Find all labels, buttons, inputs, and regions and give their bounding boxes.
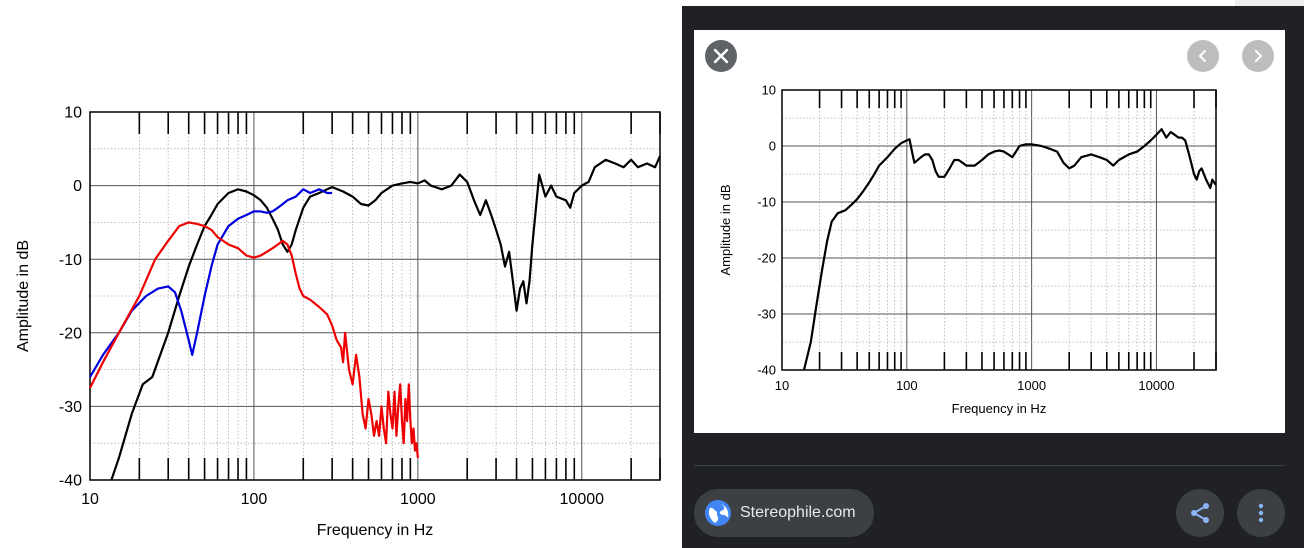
plot-frame (781, 89, 1217, 371)
close-button[interactable] (705, 40, 737, 72)
share-icon (1191, 503, 1209, 523)
y-axis-title: Amplitude in dB (718, 184, 733, 275)
y-axis-title: Amplitude in dB (15, 240, 32, 352)
plot-frame (89, 111, 661, 481)
y-tick-label: 10 (762, 83, 776, 98)
x-tick-label: 10 (775, 378, 789, 393)
x-tick-label: 10000 (560, 491, 605, 508)
y-tick-label: -30 (757, 307, 776, 322)
y-tick-label: 10 (64, 105, 82, 122)
series-line-2 (89, 188, 333, 378)
x-tick-label: 1000 (1017, 378, 1046, 393)
y-tick-label: -40 (59, 473, 82, 490)
chevron-left-icon (1198, 50, 1206, 62)
share-button[interactable] (1176, 489, 1224, 537)
x-tick-label: 10 (81, 491, 99, 508)
close-icon (713, 48, 729, 64)
source-link-chip[interactable]: Stereophile.com (694, 489, 874, 537)
y-tick-label: -10 (59, 252, 82, 269)
series-line-1 (802, 128, 1217, 371)
x-axis-title: Frequency in Hz (317, 522, 434, 539)
x-tick-label: 100 (241, 491, 268, 508)
x-tick-label: 1000 (400, 491, 436, 508)
series-line-3 (89, 221, 419, 459)
y-tick-label: 0 (769, 139, 776, 154)
image-viewer-panel: 10 0 -10 -20 -30 -40 10 100 1000 10000 Frequency i… (682, 6, 1304, 548)
x-tick-label: 100 (896, 378, 918, 393)
next-image-button[interactable] (1242, 40, 1274, 72)
y-tick-label: -20 (59, 325, 82, 342)
page-corner-tab (1235, 0, 1304, 6)
source-label: Stereophile.com (740, 504, 856, 521)
x-axis-title: Frequency in Hz (952, 401, 1047, 416)
y-tick-label: -10 (757, 195, 776, 210)
chevron-right-icon (1255, 50, 1263, 62)
previous-image-button[interactable] (1187, 40, 1219, 72)
more-options-button[interactable] (1237, 489, 1285, 537)
x-tick-label: 10000 (1138, 378, 1174, 393)
series-line-1 (110, 155, 662, 481)
globe-icon (704, 499, 732, 527)
y-tick-label: -20 (757, 251, 776, 266)
viewer-image[interactable]: 10 0 -10 -20 -30 -40 10 100 1000 10000 Frequency i… (694, 30, 1285, 433)
viewer-divider (694, 465, 1285, 466)
y-tick-label: -30 (59, 399, 82, 416)
chart-grid (781, 89, 1217, 371)
more-vert-icon (1258, 503, 1264, 523)
y-tick-label: 0 (73, 178, 82, 195)
y-tick-label: -40 (757, 363, 776, 378)
